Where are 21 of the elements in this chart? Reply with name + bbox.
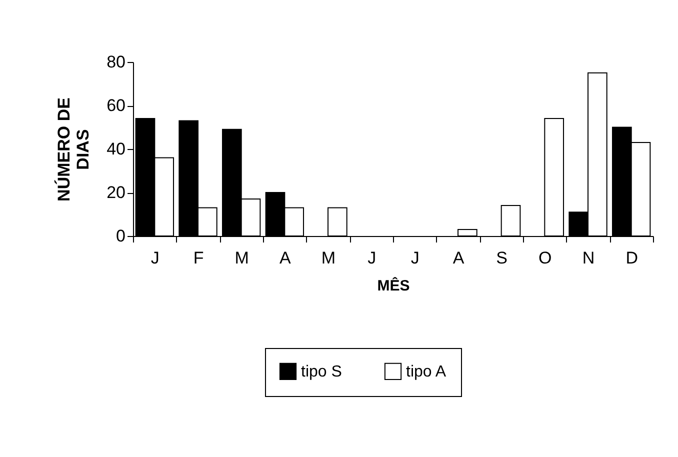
x-axis-title: MÊS (377, 276, 410, 294)
y-axis-title: NÚMERO DE DIAS (54, 98, 93, 202)
y-tick-label: 60 (106, 96, 126, 115)
y-tick-label: 40 (106, 140, 126, 158)
x-tick-label: N (582, 248, 595, 268)
y-tick-label: 80 (106, 52, 126, 72)
legend-label: tipo S (301, 363, 342, 380)
x-tick-label: M (234, 248, 249, 268)
y-tick-label: 0 (116, 226, 126, 246)
x-tick-label: J (150, 248, 160, 268)
x-tick-label: M (321, 248, 336, 268)
x-tick-label: D (626, 248, 638, 268)
x-tick-label: O (538, 248, 552, 268)
x-tick-label: F (193, 248, 204, 268)
legend-label: tipo A (406, 363, 446, 380)
x-tick-label: J (368, 248, 376, 268)
x-tick-label: J (410, 248, 420, 268)
x-tick-label: S (496, 248, 508, 268)
x-tick-label: A (279, 248, 292, 268)
y-tick-label: 20 (106, 183, 126, 202)
x-tick-label: A (452, 248, 465, 268)
